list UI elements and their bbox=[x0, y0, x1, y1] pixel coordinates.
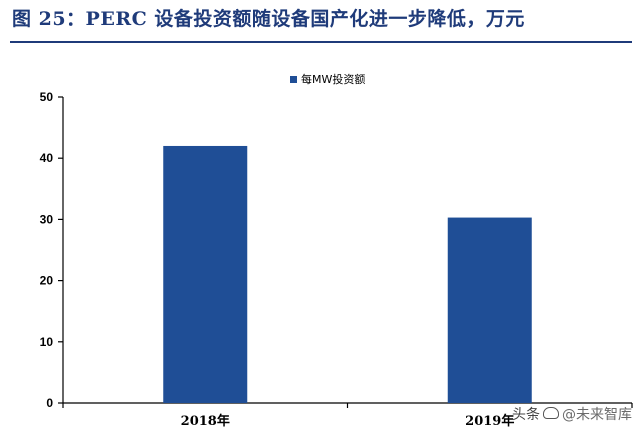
y-tick-label: 50 bbox=[40, 90, 54, 104]
y-tick-label: 20 bbox=[40, 274, 54, 288]
chat-bubble-icon bbox=[543, 407, 559, 419]
y-tick-label: 40 bbox=[40, 151, 54, 165]
bar bbox=[163, 145, 248, 403]
x-tick-label: 2019年 bbox=[465, 413, 514, 429]
watermark: 头条 @未来智库 bbox=[512, 404, 632, 424]
title-divider bbox=[10, 41, 632, 43]
y-tick-label: 30 bbox=[40, 212, 54, 226]
figure-title: 图 25：PERC 设备投资额随设备国产化进一步降低，万元 bbox=[12, 8, 525, 30]
legend-label: 每MW投资额 bbox=[301, 72, 365, 86]
y-tick-label: 0 bbox=[46, 396, 53, 410]
watermark-prefix: 头条 bbox=[512, 407, 540, 423]
bar bbox=[447, 217, 532, 403]
x-tick-label: 2018年 bbox=[181, 413, 230, 429]
y-tick-label: 10 bbox=[40, 335, 54, 349]
watermark-handle: @未来智库 bbox=[562, 407, 632, 423]
legend-swatch bbox=[290, 76, 297, 83]
